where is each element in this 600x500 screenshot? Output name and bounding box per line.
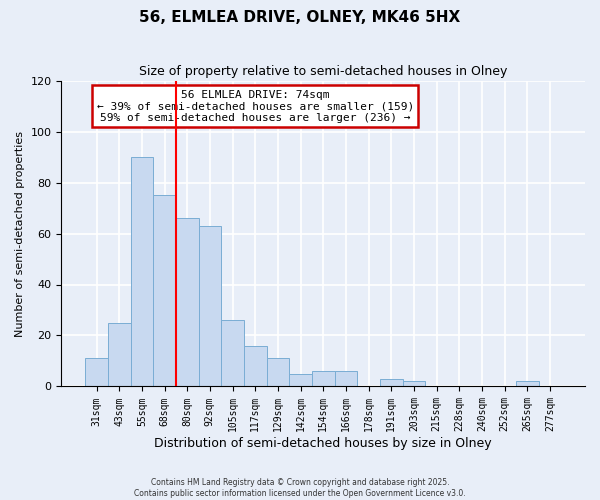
Text: 56, ELMLEA DRIVE, OLNEY, MK46 5HX: 56, ELMLEA DRIVE, OLNEY, MK46 5HX [139,10,461,25]
X-axis label: Distribution of semi-detached houses by size in Olney: Distribution of semi-detached houses by … [154,437,492,450]
Bar [85,358,108,386]
Bar [131,157,153,386]
Bar [244,346,266,387]
Bar [335,371,357,386]
Bar [176,218,199,386]
Bar [380,379,403,386]
Y-axis label: Number of semi-detached properties: Number of semi-detached properties [15,130,25,336]
Title: Size of property relative to semi-detached houses in Olney: Size of property relative to semi-detach… [139,65,508,78]
Bar [108,322,131,386]
Bar [312,371,335,386]
Text: Contains HM Land Registry data © Crown copyright and database right 2025.
Contai: Contains HM Land Registry data © Crown c… [134,478,466,498]
Bar [403,382,425,386]
Bar [221,320,244,386]
Bar [266,358,289,386]
Bar [289,374,312,386]
Bar [516,382,539,386]
Text: 56 ELMLEA DRIVE: 74sqm
← 39% of semi-detached houses are smaller (159)
59% of se: 56 ELMLEA DRIVE: 74sqm ← 39% of semi-det… [97,90,414,123]
Bar [153,196,176,386]
Bar [199,226,221,386]
